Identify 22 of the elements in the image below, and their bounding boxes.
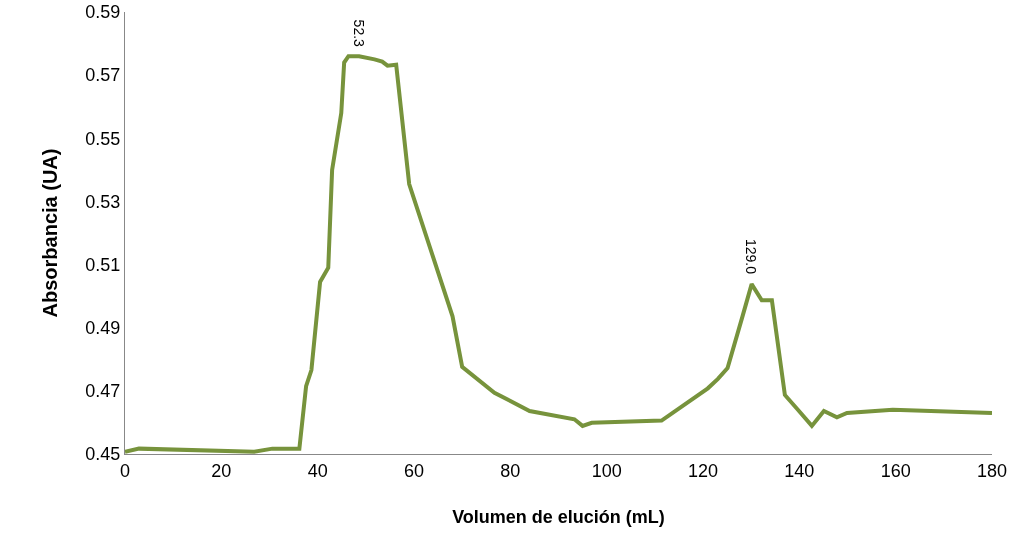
y-tick-label: 0.51 (85, 254, 121, 275)
x-tick-label: 60 (403, 460, 425, 481)
x-tick-label: 140 (784, 460, 815, 481)
y-tick-label: 0.53 (85, 191, 121, 212)
y-tick-label: 0.59 (85, 2, 121, 23)
y-tick-label: 0.47 (85, 381, 121, 402)
y-tick-label: 0.55 (85, 128, 121, 149)
x-tick-label: 80 (500, 460, 521, 481)
annotation: 52.3 (350, 19, 367, 48)
x-tick-label: 40 (307, 460, 328, 481)
x-tick-label: 100 (591, 460, 622, 481)
x-tick-label: 180 (976, 460, 1008, 481)
y-tick-label: 0.49 (85, 318, 121, 339)
x-tick-label: 0 (119, 460, 131, 481)
x-tick-label: 160 (880, 460, 911, 481)
y-tick-label: 0.45 (85, 444, 121, 465)
x-tick-label: 120 (687, 460, 719, 481)
x-tick-label: 20 (211, 460, 232, 481)
x-axis-title: Volumen de elución (mL) (452, 506, 665, 527)
y-tick-label: 0.57 (85, 65, 121, 86)
annotation: 129.0 (743, 239, 760, 275)
y-axis-title: Absorbancia (UA) (38, 148, 61, 318)
